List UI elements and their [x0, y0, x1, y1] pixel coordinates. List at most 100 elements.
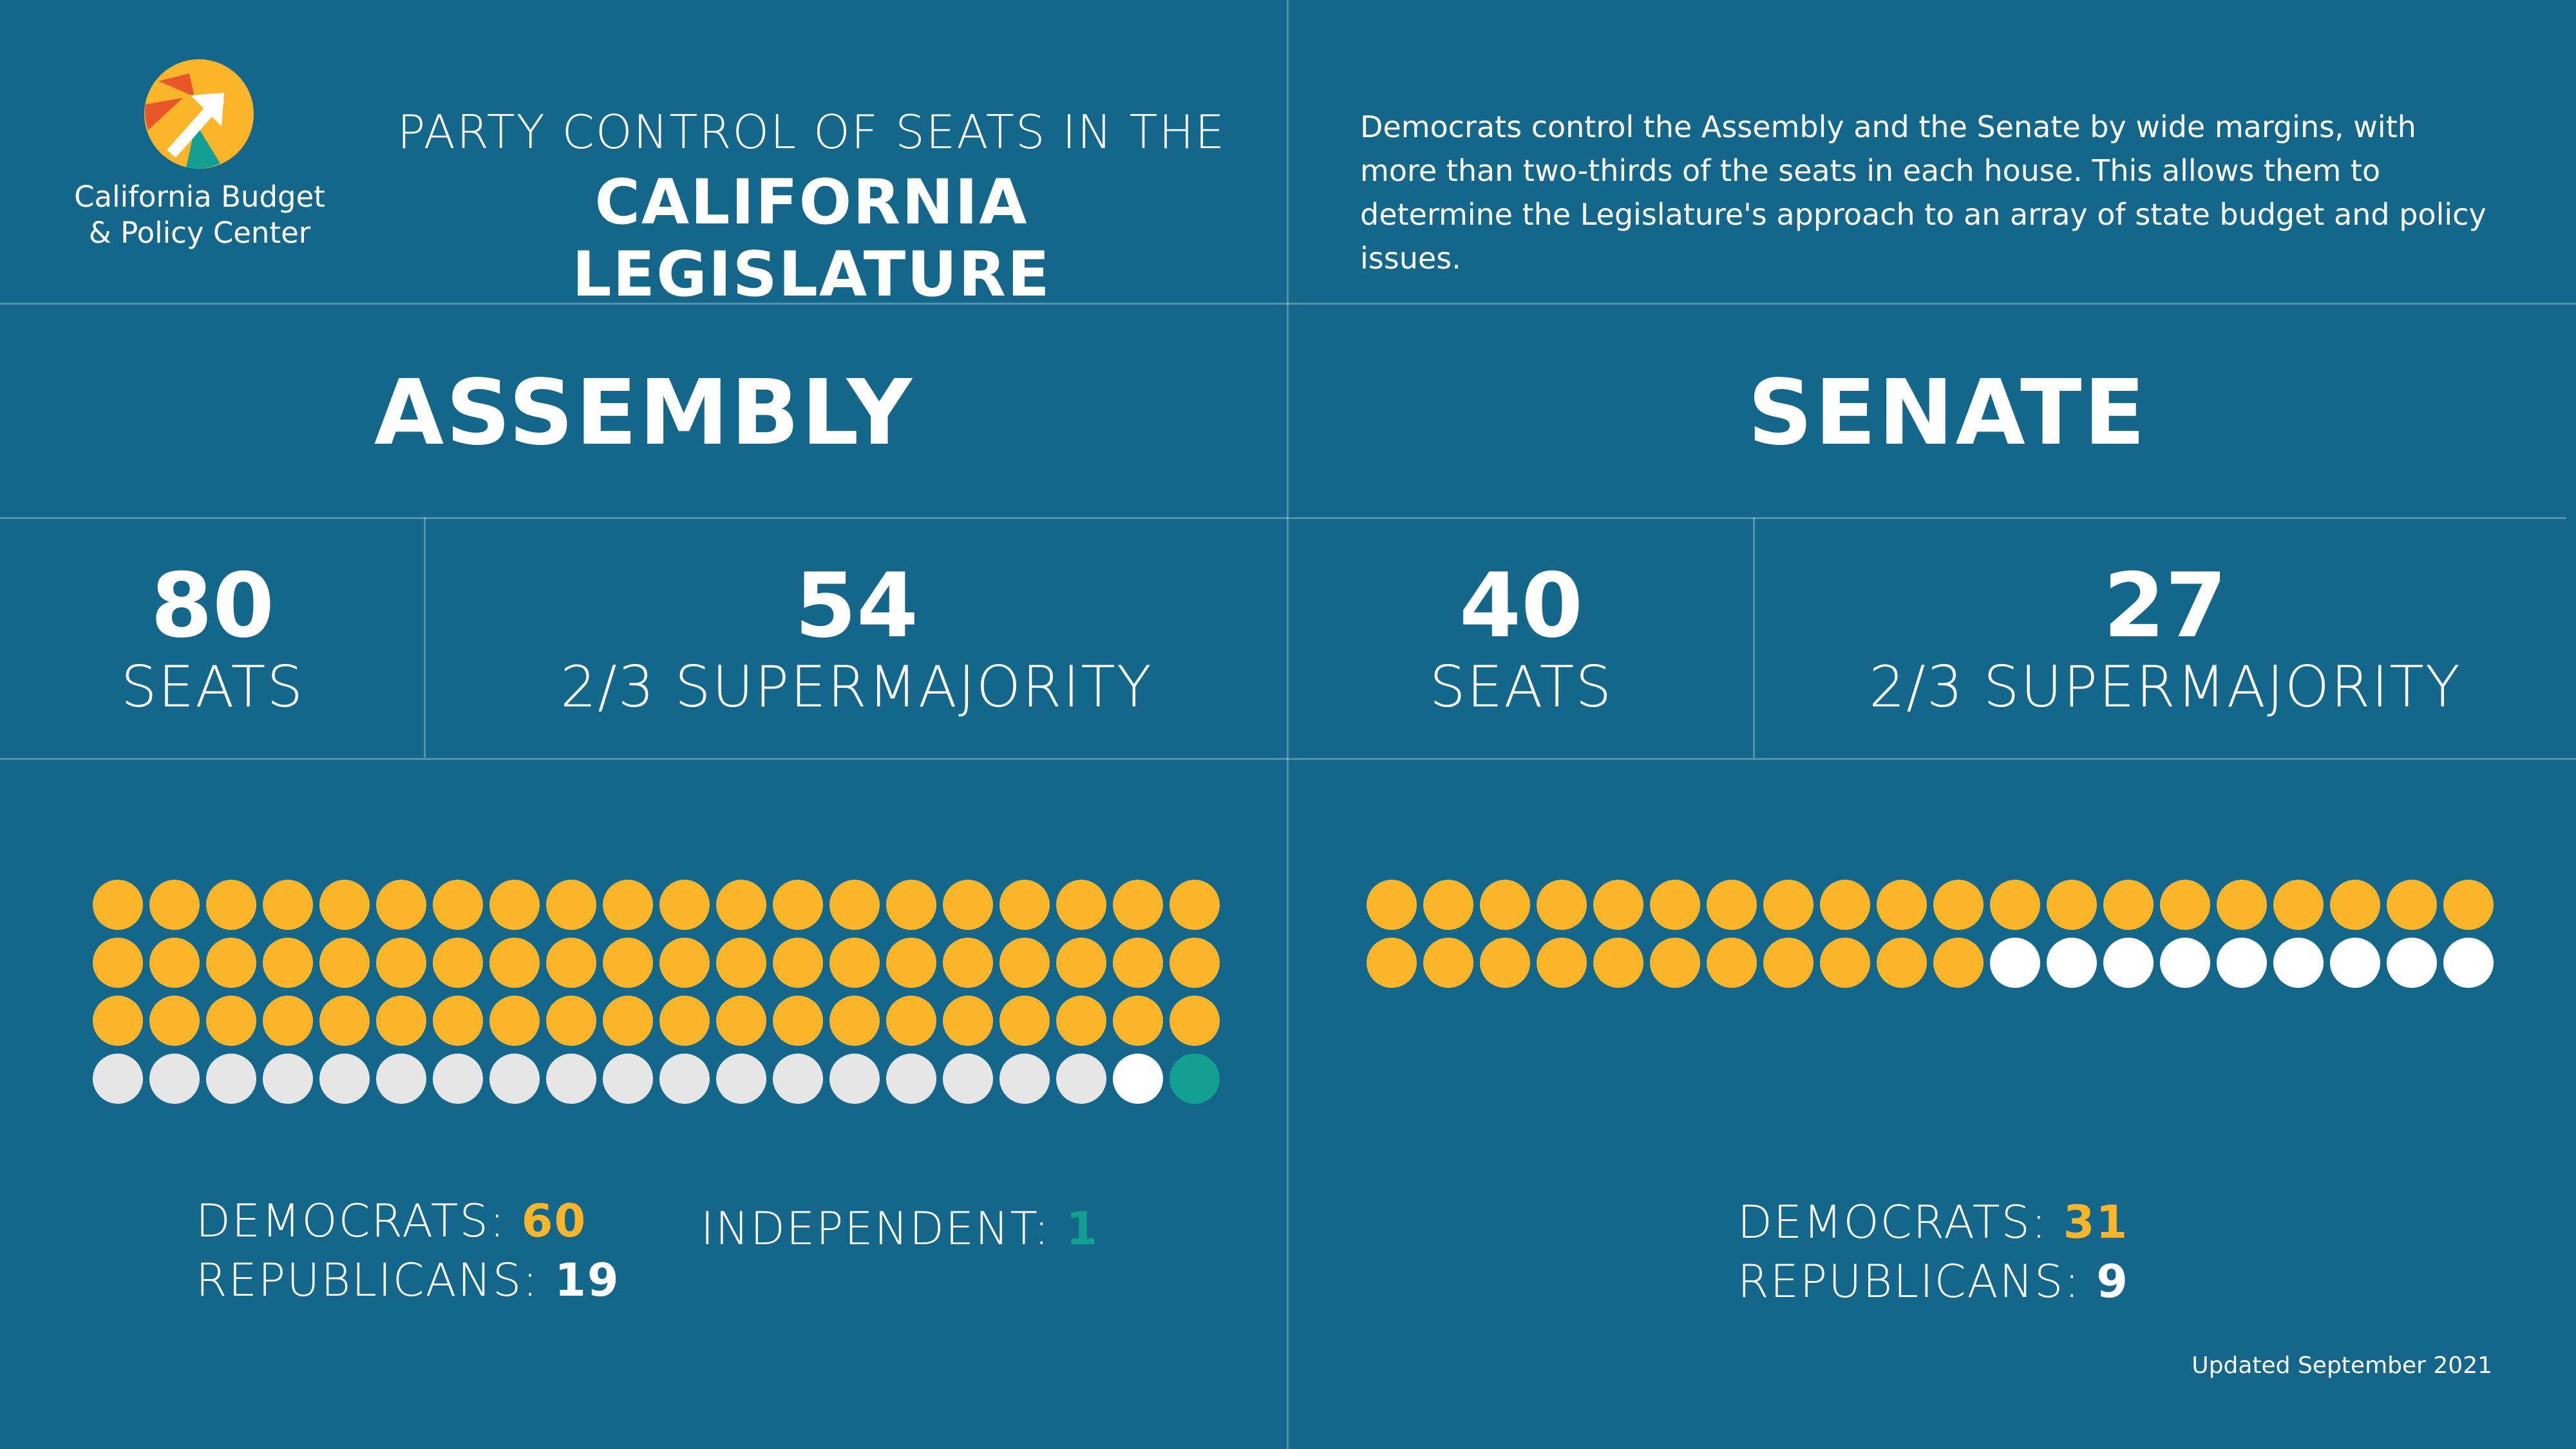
- republican-seat-dot: [716, 1054, 766, 1104]
- logo-icon: [144, 59, 254, 169]
- democrat-seat-dot: [716, 880, 766, 930]
- assembly-title: ASSEMBLY: [374, 361, 914, 466]
- democrat-seat-dot: [603, 938, 653, 988]
- republican-seat-dot: [376, 1054, 426, 1104]
- democrat-seat-dot: [376, 880, 426, 930]
- democrat-seat-dot: [319, 938, 370, 988]
- democrat-seat-dot: [1877, 938, 1927, 988]
- democrat-seat-dot: [603, 880, 653, 930]
- democrat-seat-dot: [376, 938, 426, 988]
- senate-democrats-count: 31: [2063, 1196, 2129, 1249]
- democrat-seat-dot: [1820, 938, 1870, 988]
- assembly-seats-label: SEATS: [120, 654, 305, 720]
- senate-seat-grid: [1367, 880, 2494, 988]
- democrat-seat-dot: [1650, 880, 1700, 930]
- democrat-seat-dot: [659, 938, 710, 988]
- democrat-seat-dot: [546, 938, 596, 988]
- republican-seat-dot: [546, 1054, 596, 1104]
- divider-header: [0, 303, 2576, 305]
- senate-supermajority-count: 27: [2103, 554, 2228, 658]
- democrat-seat-dot: [263, 996, 313, 1046]
- democrat-seat-dot: [1990, 880, 2040, 930]
- democrat-seat-dot: [1367, 938, 1417, 988]
- republican-seat-dot: [2160, 938, 2210, 988]
- assembly-democrats-count: 60: [521, 1195, 587, 1247]
- senate-republicans-label: REPUBLICANS:: [1738, 1255, 2081, 1308]
- republican-seat-dot: [319, 1054, 370, 1104]
- democrat-seat-dot: [93, 938, 143, 988]
- republican-seat-dot: [886, 1054, 936, 1104]
- democrat-seat-dot: [1877, 880, 1927, 930]
- republican-seat-dot: [1990, 938, 2040, 988]
- democrat-seat-dot: [1763, 938, 1814, 988]
- democrat-seat-dot: [1170, 996, 1220, 1046]
- republican-seat-dot: [2047, 938, 2097, 988]
- democrat-seat-dot: [1113, 938, 1163, 988]
- republican-seat-dot: [93, 1054, 143, 1104]
- democrat-seat-dot: [1423, 880, 1473, 930]
- democrat-seat-dot: [659, 880, 710, 930]
- assembly-seats-count: 80: [150, 554, 275, 658]
- divider-titles: [0, 517, 2566, 519]
- senate-supermajority-label: 2/3 SUPERMAJORITY: [1869, 654, 2461, 720]
- republican-seat-dot: [773, 1054, 823, 1104]
- democrat-seat-dot: [1056, 938, 1106, 988]
- democrat-seat-dot: [263, 880, 313, 930]
- republican-seat-dot: [206, 1054, 256, 1104]
- democrat-seat-dot: [206, 996, 256, 1046]
- democrat-seat-dot: [546, 996, 596, 1046]
- democrat-seat-dot: [603, 996, 653, 1046]
- democrat-seat-dot: [829, 880, 880, 930]
- assembly-legend-parties: DEMOCRATS: 60 REPUBLICANS: 19: [196, 1191, 620, 1310]
- logo-text-line1: California Budget: [74, 180, 325, 214]
- democrat-seat-dot: [93, 880, 143, 930]
- democrat-seat-dot: [943, 880, 993, 930]
- assembly-republicans-count: 19: [554, 1254, 620, 1307]
- democrat-seat-dot: [1367, 880, 1417, 930]
- assembly-republicans-label: REPUBLICANS:: [196, 1254, 539, 1307]
- democrat-seat-dot: [433, 880, 483, 930]
- democrat-seat-dot: [546, 880, 596, 930]
- republican-seat-dot: [2273, 938, 2324, 988]
- democrat-seat-dot: [489, 996, 540, 1046]
- republican-seat-dot: [2217, 938, 2267, 988]
- divider-stats: [0, 758, 2576, 760]
- republican-seat-dot: [943, 1054, 993, 1104]
- democrat-seat-dot: [2443, 880, 2494, 930]
- democrat-seat-dot: [999, 996, 1050, 1046]
- senate-republicans-count: 9: [2096, 1255, 2129, 1308]
- democrat-seat-dot: [2330, 880, 2380, 930]
- democrat-seat-dot: [1056, 996, 1106, 1046]
- republican-seat-dot: [999, 1054, 1050, 1104]
- republican-seat-dot: [659, 1054, 710, 1104]
- logo-text-line2: & Policy Center: [88, 216, 311, 250]
- democrat-seat-dot: [1593, 880, 1643, 930]
- democrat-seat-dot: [829, 996, 880, 1046]
- democrat-seat-dot: [2387, 880, 2437, 930]
- democrat-seat-dot: [149, 996, 200, 1046]
- democrat-seat-dot: [1650, 938, 1700, 988]
- header-title: CALIFORNIA LEGISLATURE: [572, 166, 1051, 310]
- assembly-legend-republicans: REPUBLICANS: 19: [196, 1251, 620, 1310]
- democrat-seat-dot: [263, 938, 313, 988]
- divider-assembly-stats: [424, 517, 426, 758]
- republican-seat-dot: [433, 1054, 483, 1104]
- democrat-seat-dot: [1933, 938, 1984, 988]
- democrat-seat-dot: [1113, 880, 1163, 930]
- democrat-seat-dot: [886, 880, 936, 930]
- democrat-seat-dot: [1820, 880, 1870, 930]
- assembly-independent-count: 1: [1066, 1202, 1099, 1255]
- democrat-seat-dot: [999, 880, 1050, 930]
- divider-senate-stats: [1753, 517, 1755, 758]
- senate-seats-count: 40: [1459, 554, 1584, 658]
- assembly-independent-label: INDEPENDENT:: [701, 1202, 1051, 1255]
- democrat-seat-dot: [999, 938, 1050, 988]
- democrat-seat-dot: [1480, 938, 1530, 988]
- democrat-seat-dot: [2047, 880, 2097, 930]
- democrat-seat-dot: [1593, 938, 1643, 988]
- democrat-seat-dot: [1170, 880, 1220, 930]
- democrat-seat-dot: [319, 996, 370, 1046]
- democrat-seat-dot: [716, 938, 766, 988]
- democrat-seat-dot: [93, 996, 143, 1046]
- divider-center: [1287, 0, 1289, 1449]
